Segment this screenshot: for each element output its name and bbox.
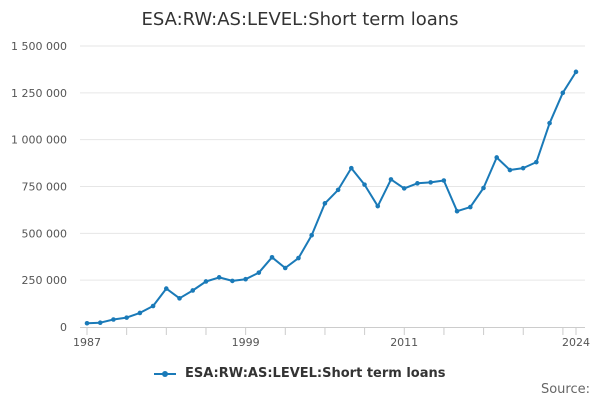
data-point — [573, 69, 579, 75]
data-point — [322, 201, 328, 206]
y-tick-label: 750 000 — [22, 181, 68, 194]
data-point — [177, 296, 182, 301]
data-point — [163, 286, 169, 291]
data-point — [362, 182, 367, 187]
data-point — [203, 279, 209, 284]
data-point — [282, 265, 288, 271]
data-point — [335, 187, 341, 193]
data-point — [467, 204, 473, 210]
data-point — [349, 165, 354, 171]
data-point — [111, 317, 116, 322]
legend[interactable]: ESA:RW:AS:LEVEL:Short term loans — [0, 366, 600, 381]
y-tick-label: 500 000 — [22, 227, 68, 240]
data-point — [481, 185, 486, 191]
data-point — [560, 90, 566, 96]
data-point — [415, 181, 420, 186]
x-tick-label: 1999 — [232, 336, 260, 349]
data-point — [296, 255, 301, 261]
series-layer — [84, 69, 579, 326]
data-point — [84, 320, 90, 326]
legend-label: ESA:RW:AS:LEVEL:Short term loans — [185, 366, 446, 381]
data-point — [454, 208, 460, 214]
gridlines — [80, 45, 585, 281]
data-point — [243, 276, 248, 282]
y-axis-ticks: 0 250 000 500 000 750 000 1 000 000 1 250 000… — [11, 40, 67, 334]
x-tick-label: 2011 — [390, 336, 418, 349]
data-point — [375, 203, 381, 209]
x-axis — [80, 327, 585, 335]
data-point — [428, 180, 433, 185]
series-line — [86, 71, 577, 325]
y-tick-label: 1 500 000 — [11, 40, 67, 53]
data-point — [256, 270, 262, 275]
legend-swatch — [154, 369, 177, 379]
data-point — [150, 303, 156, 309]
data-point — [137, 310, 143, 316]
data-point — [388, 177, 394, 182]
data-point — [520, 165, 526, 171]
data-point — [97, 320, 103, 325]
x-tick-label: 2024 — [562, 336, 590, 349]
chart-title: ESA:RW:AS:LEVEL:Short term loans — [141, 9, 459, 30]
data-point — [124, 315, 129, 320]
data-point — [230, 278, 235, 284]
y-tick-label: 0 — [60, 321, 67, 334]
x-axis-ticks: 1987 1999 2011 2024 — [73, 336, 590, 349]
y-tick-label: 1 250 000 — [11, 87, 67, 100]
source-label: Source: — [540, 382, 590, 397]
data-point — [401, 186, 407, 191]
y-tick-label: 250 000 — [22, 274, 68, 287]
data-point — [547, 120, 552, 126]
data-point — [190, 288, 196, 293]
data-point — [269, 255, 275, 260]
data-point — [309, 232, 314, 238]
data-point — [507, 167, 513, 173]
y-tick-label: 1 000 000 — [11, 134, 67, 147]
data-point — [441, 178, 447, 183]
data-point — [494, 155, 500, 160]
data-point — [216, 275, 222, 280]
x-tick-label: 1987 — [73, 336, 101, 349]
data-point — [534, 159, 539, 165]
legend-dot-marker — [162, 370, 169, 377]
